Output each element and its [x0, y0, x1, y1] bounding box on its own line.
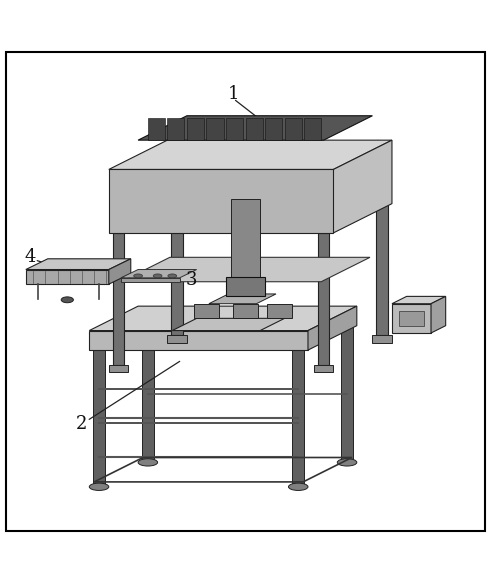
- Polygon shape: [89, 331, 308, 350]
- Polygon shape: [209, 294, 276, 304]
- Polygon shape: [333, 140, 392, 233]
- Bar: [93, 350, 105, 487]
- Polygon shape: [308, 306, 357, 350]
- Bar: [292, 350, 304, 487]
- Bar: [376, 203, 388, 335]
- Ellipse shape: [337, 459, 357, 466]
- Polygon shape: [226, 277, 265, 296]
- Polygon shape: [392, 304, 431, 333]
- Polygon shape: [392, 296, 446, 304]
- Bar: [314, 365, 333, 372]
- Ellipse shape: [168, 274, 177, 278]
- Bar: [233, 304, 258, 318]
- Bar: [341, 326, 353, 462]
- Polygon shape: [431, 296, 446, 333]
- Polygon shape: [121, 278, 180, 282]
- Polygon shape: [109, 170, 333, 233]
- Bar: [246, 118, 263, 140]
- Polygon shape: [138, 116, 373, 140]
- Bar: [399, 311, 424, 326]
- Bar: [167, 118, 185, 140]
- Bar: [285, 118, 301, 140]
- Polygon shape: [26, 259, 131, 269]
- Bar: [373, 335, 392, 343]
- Polygon shape: [172, 318, 285, 331]
- Bar: [194, 304, 218, 318]
- Text: 1: 1: [227, 85, 239, 103]
- Polygon shape: [121, 257, 370, 282]
- Bar: [171, 203, 183, 335]
- Polygon shape: [121, 269, 197, 278]
- Polygon shape: [26, 269, 109, 284]
- Bar: [226, 118, 243, 140]
- Bar: [265, 118, 282, 140]
- Ellipse shape: [134, 274, 142, 278]
- Polygon shape: [109, 259, 131, 284]
- Text: 3: 3: [186, 271, 197, 289]
- Polygon shape: [89, 306, 357, 331]
- Ellipse shape: [289, 483, 308, 490]
- Bar: [113, 233, 124, 365]
- Bar: [142, 326, 154, 462]
- Ellipse shape: [153, 274, 162, 278]
- Text: 2: 2: [76, 415, 87, 433]
- Bar: [148, 118, 165, 140]
- Text: 4: 4: [24, 248, 35, 266]
- Ellipse shape: [61, 297, 73, 303]
- Bar: [304, 118, 321, 140]
- Bar: [268, 304, 292, 318]
- Ellipse shape: [89, 483, 109, 490]
- Ellipse shape: [138, 459, 158, 466]
- Bar: [109, 365, 128, 372]
- Bar: [231, 199, 260, 277]
- Bar: [167, 335, 187, 343]
- Polygon shape: [109, 140, 392, 170]
- Bar: [187, 118, 204, 140]
- Bar: [318, 233, 329, 365]
- Bar: [206, 118, 223, 140]
